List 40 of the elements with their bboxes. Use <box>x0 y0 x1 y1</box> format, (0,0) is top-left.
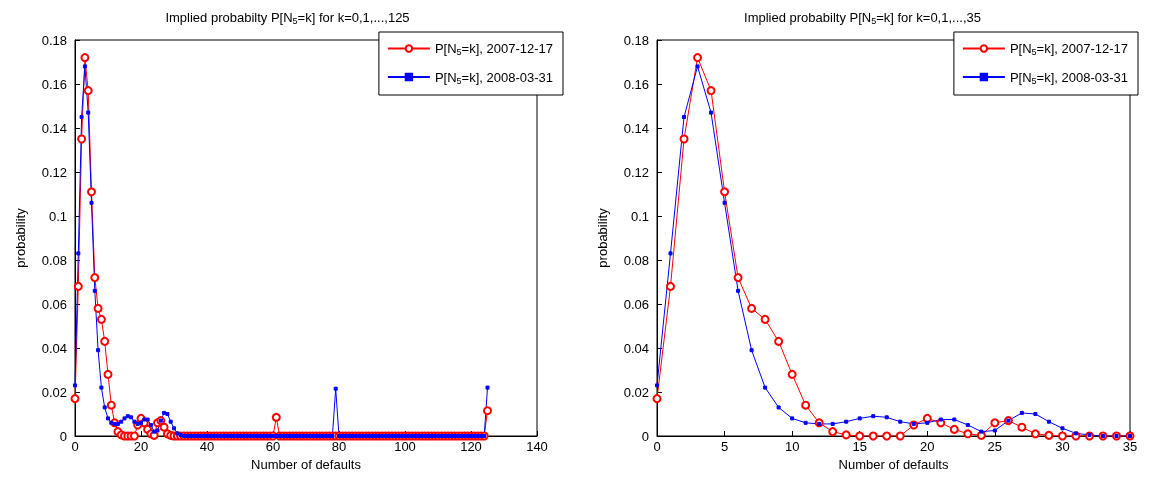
x-tick-label: 30 <box>1055 439 1070 454</box>
y-tick-label: 0.12 <box>623 164 649 180</box>
x-tick-label: 25 <box>987 439 1003 454</box>
x-tick-label: 15 <box>852 439 867 454</box>
y-tick-label: 0.06 <box>41 296 67 312</box>
y-axis-title: probability <box>13 207 28 268</box>
x-tick-label: 35 <box>1122 439 1138 454</box>
x-tick-label: 80 <box>331 439 347 454</box>
y-tick-label: 0.1 <box>48 208 67 224</box>
y-tick-label: 0.02 <box>623 384 649 400</box>
y-axis-title: probability <box>595 207 610 268</box>
x-tick-label: 120 <box>460 439 482 454</box>
x-tick-label: 20 <box>133 439 149 454</box>
y-tick-label: 0.04 <box>41 340 67 356</box>
y-tick-label: 0.16 <box>41 76 67 92</box>
y-tick-label: 0.1 <box>630 208 649 224</box>
x-tick-label: 60 <box>265 439 281 454</box>
x-tick-label: 5 <box>720 439 729 454</box>
y-tick-label: 0.08 <box>41 252 67 268</box>
y-tick-label: 0.18 <box>623 32 649 48</box>
x-tick-label: 140 <box>526 439 548 454</box>
x-axis-title: Number of defaults <box>838 456 949 472</box>
y-tick-label: 0.12 <box>41 164 67 180</box>
y-tick-label: 0.18 <box>41 32 67 48</box>
y-tick-label: 0.16 <box>623 76 649 92</box>
x-tick-label: 0 <box>653 439 661 454</box>
x-tick-label: 20 <box>920 439 935 454</box>
x-tick-label: 0 <box>71 439 79 454</box>
y-tick-label: 0.08 <box>623 252 649 268</box>
x-tick-label: 10 <box>784 439 800 454</box>
y-tick-label: 0.14 <box>623 120 649 136</box>
x-tick-label: 100 <box>394 439 416 454</box>
y-tick-label: 0.06 <box>623 296 649 312</box>
y-tick-label: 0 <box>641 428 649 444</box>
y-tick-label: 0.04 <box>623 340 649 356</box>
x-tick-label: 40 <box>199 439 215 454</box>
y-tick-label: 0.02 <box>41 384 67 400</box>
x-axis-title: Number of defaults <box>251 456 362 472</box>
y-tick-label: 0 <box>59 428 67 444</box>
y-tick-label: 0.14 <box>41 120 67 136</box>
